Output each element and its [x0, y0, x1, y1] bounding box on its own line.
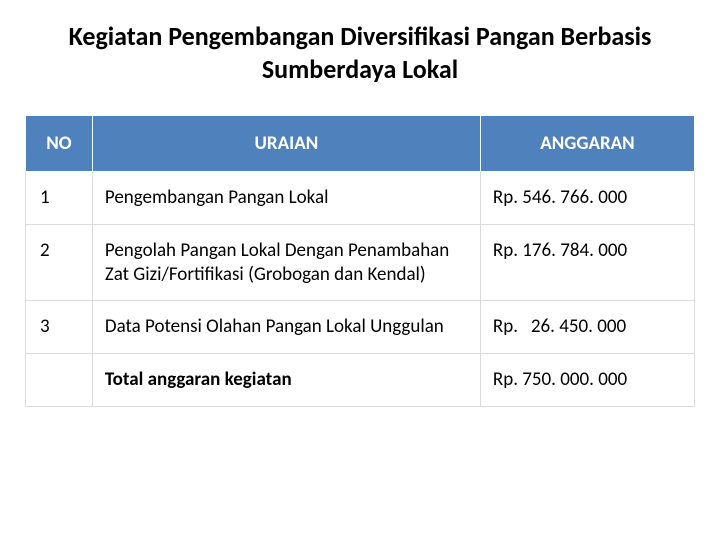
budget-table: NO URAIAN ANGGARAN 1 Pengembangan Pangan… [25, 115, 695, 407]
table-total-row: Total anggaran kegiatan Rp. 750. 000. 00… [26, 354, 695, 407]
cell-no [26, 354, 93, 407]
table-row: 2 Pengolah Pangan Lokal Dengan Penambaha… [26, 224, 695, 301]
cell-total-anggaran: Rp. 750. 000. 000 [480, 354, 694, 407]
cell-anggaran: Rp. 546. 766. 000 [480, 172, 694, 225]
cell-no: 3 [26, 301, 93, 354]
page-title: Kegiatan Pengembangan Diversifikasi Pang… [25, 20, 695, 85]
cell-no: 1 [26, 172, 93, 225]
cell-total-uraian: Total anggaran kegiatan [92, 354, 480, 407]
cell-anggaran: Rp. 26. 450. 000 [480, 301, 694, 354]
cell-anggaran: Rp. 176. 784. 000 [480, 224, 694, 301]
cell-uraian: Data Potensi Olahan Pangan Lokal Unggula… [92, 301, 480, 354]
cell-no: 2 [26, 224, 93, 301]
table-header-row: NO URAIAN ANGGARAN [26, 116, 695, 172]
table-row: 1 Pengembangan Pangan Lokal Rp. 546. 766… [26, 172, 695, 225]
header-no: NO [26, 116, 93, 172]
cell-uraian: Pengolah Pangan Lokal Dengan Penambahan … [92, 224, 480, 301]
cell-uraian: Pengembangan Pangan Lokal [92, 172, 480, 225]
table-row: 3 Data Potensi Olahan Pangan Lokal Unggu… [26, 301, 695, 354]
header-anggaran: ANGGARAN [480, 116, 694, 172]
header-uraian: URAIAN [92, 116, 480, 172]
